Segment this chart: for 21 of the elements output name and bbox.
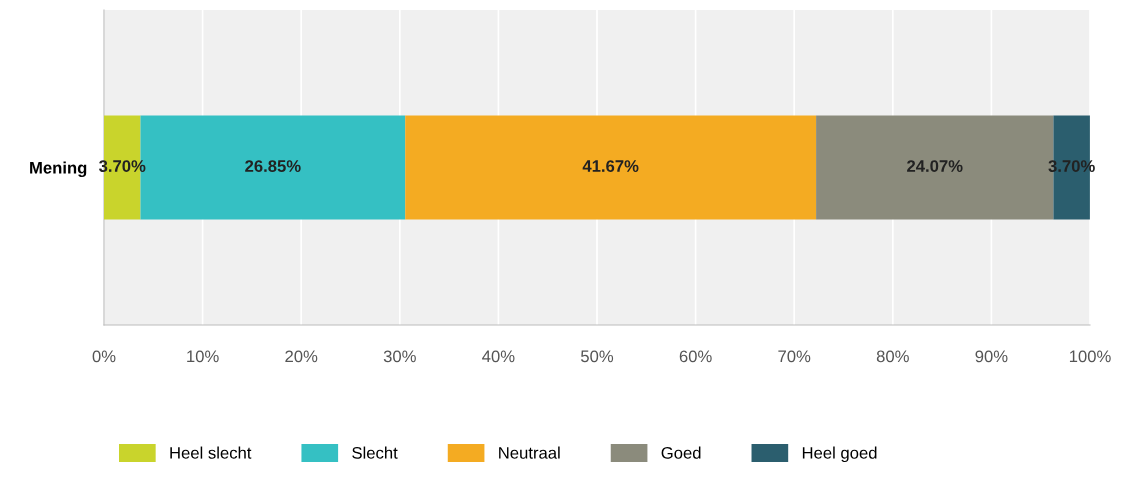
x-tick-label: 70% [778, 350, 811, 363]
x-tick-label: 40% [482, 350, 515, 363]
data-label: 24.07% [907, 160, 963, 172]
x-tick-label: 30% [383, 350, 416, 363]
y-tick-label: Mening [30, 161, 87, 178]
legend-label: Heel goed [802, 446, 877, 463]
legend-label: Goed [661, 446, 701, 459]
bar [405, 115, 817, 220]
x-tick-label: 90% [975, 350, 1008, 363]
x-tick-label: 50% [580, 350, 614, 363]
x-tick-label: 10% [187, 350, 219, 363]
data-label: 26.85% [245, 160, 301, 172]
x-tick-label: 80% [876, 350, 909, 363]
legend-label: Slecht [352, 446, 398, 459]
legend-label: Heel slecht [170, 446, 252, 459]
x-tick-label: 0% [92, 350, 116, 363]
legend-label: Neutraal [499, 446, 560, 459]
x-tick-label: 100% [1069, 350, 1111, 363]
x-tick-label: 20% [285, 350, 318, 363]
x-tick-label: 60% [679, 350, 712, 363]
data-label: 41.67% [582, 160, 639, 172]
